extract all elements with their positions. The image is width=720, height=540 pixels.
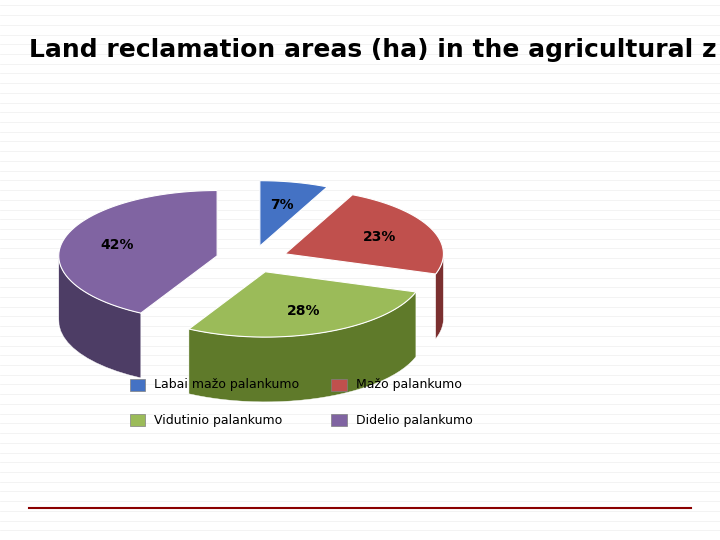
Polygon shape	[189, 272, 416, 337]
Text: 23%: 23%	[363, 230, 396, 244]
Polygon shape	[285, 195, 444, 274]
Bar	[331, 414, 347, 426]
Polygon shape	[260, 181, 328, 246]
Text: 7%: 7%	[271, 198, 294, 212]
Text: Didelio palankumo: Didelio palankumo	[356, 414, 472, 427]
Text: Vidutinio palankumo: Vidutinio palankumo	[154, 414, 282, 427]
Bar	[130, 414, 145, 426]
Text: Land reclamation areas (ha) in the agricultural z: Land reclamation areas (ha) in the agric…	[29, 38, 716, 62]
Polygon shape	[59, 254, 141, 378]
Text: Labai mažo palankumo: Labai mažo palankumo	[154, 379, 300, 392]
Bar	[130, 379, 145, 391]
Polygon shape	[189, 292, 416, 402]
Text: 42%: 42%	[101, 238, 134, 252]
Text: Mažo palankumo: Mažo palankumo	[356, 379, 462, 392]
Polygon shape	[59, 191, 217, 313]
Text: 28%: 28%	[287, 304, 320, 318]
Bar	[331, 379, 347, 391]
Polygon shape	[436, 252, 444, 339]
